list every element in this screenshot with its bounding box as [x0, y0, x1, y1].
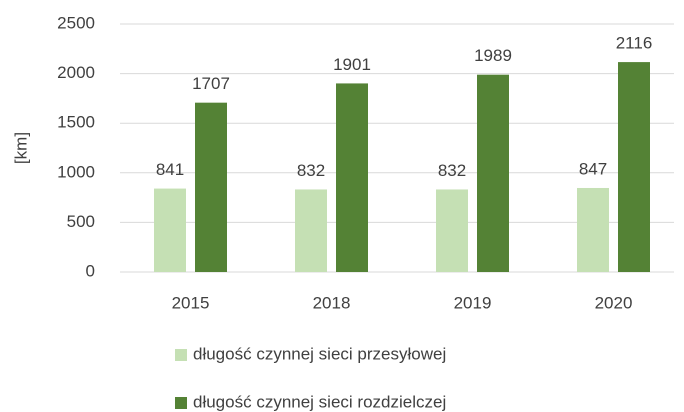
y-tick-label: 1000 — [57, 162, 95, 181]
bar — [195, 102, 227, 272]
bar — [154, 188, 186, 272]
data-label: 1901 — [333, 55, 371, 74]
bar — [477, 74, 509, 273]
data-label: 847 — [579, 159, 607, 178]
y-tick-label: 2500 — [57, 13, 95, 32]
legend-label: długość czynnej sieci rozdzielczej — [193, 392, 446, 411]
data-label: 832 — [297, 161, 325, 180]
y-tick-label: 0 — [86, 261, 95, 280]
legend-swatch — [175, 397, 187, 409]
y-tick-label: 1500 — [57, 113, 95, 132]
bar — [336, 83, 368, 272]
legend-swatch — [175, 349, 187, 361]
data-label: 832 — [438, 161, 466, 180]
bar — [436, 189, 468, 272]
data-label: 2116 — [616, 34, 653, 53]
y-tick-label: 2000 — [57, 63, 95, 82]
bar — [618, 62, 650, 272]
y-axis-title: [km] — [11, 132, 30, 164]
bar — [577, 187, 609, 272]
x-tick-label: 2020 — [595, 293, 633, 312]
legend-label: długość czynnej sieci przesyłowej — [193, 344, 446, 363]
data-label: 1707 — [192, 74, 230, 93]
x-tick-label: 2018 — [313, 293, 351, 312]
data-label: 841 — [156, 160, 184, 179]
x-tick-label: 2019 — [454, 293, 492, 312]
data-label: 1989 — [474, 46, 512, 65]
y-tick-label: 500 — [67, 212, 95, 231]
x-tick-label: 2015 — [172, 293, 210, 312]
bar — [295, 189, 327, 272]
